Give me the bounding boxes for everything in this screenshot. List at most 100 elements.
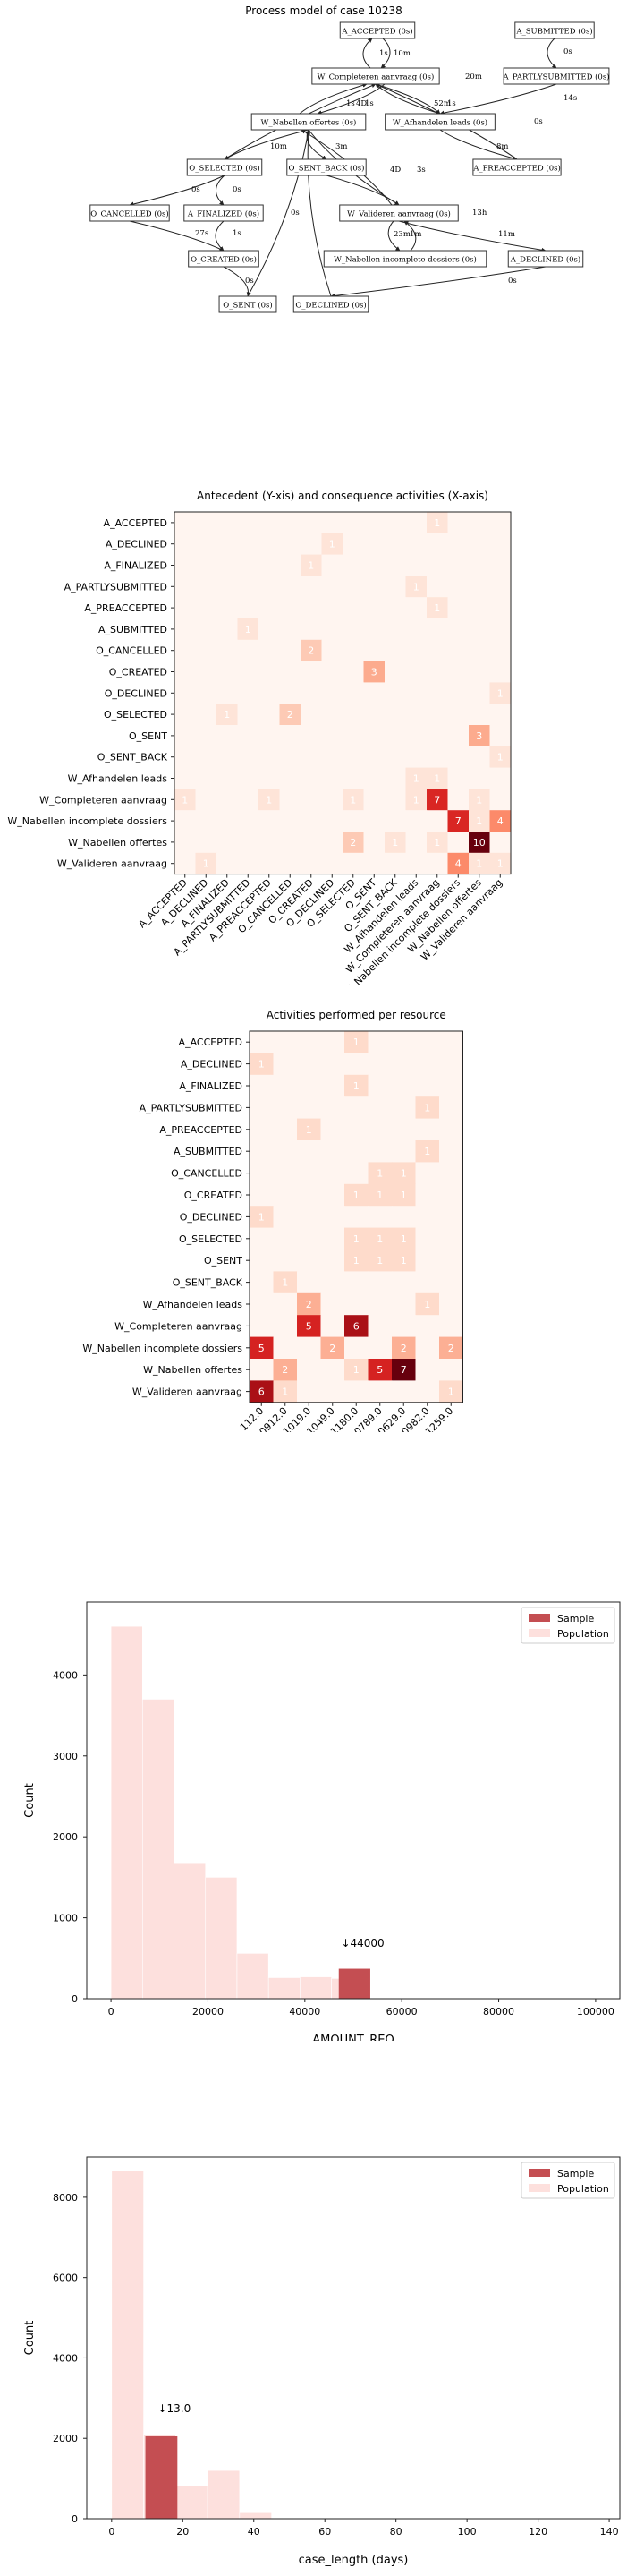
heatmap-cell [174, 618, 196, 641]
node-label: A_PREACCEPTED (0s) [472, 164, 561, 174]
heatmap-cell [320, 1096, 345, 1120]
heatmap-cell [321, 810, 343, 832]
heatmap-value: 1 [401, 1190, 407, 1201]
edge-label: 14s [563, 94, 577, 103]
edge-label: 0s [291, 209, 300, 218]
y-tick-label: O_SENT [204, 1255, 242, 1267]
heatmap-cell [489, 554, 512, 576]
heatmap-value: 4 [497, 815, 504, 827]
heatmap-cell [279, 852, 301, 875]
heatmap-cell [439, 1183, 463, 1207]
heatmap-cell [216, 618, 238, 641]
heatmap-cell [216, 746, 238, 769]
heatmap-cell [344, 1336, 369, 1360]
heatmap-cell [320, 1271, 345, 1294]
heatmap-cell [385, 725, 406, 747]
legend-label-sample: Sample [557, 1613, 594, 1625]
heatmap-cell [273, 1359, 298, 1381]
heatmap-cell [344, 1096, 369, 1120]
node-w-valideren: W_Valideren aanvraag (0s) [339, 204, 459, 222]
edge-label: 3s [417, 166, 426, 175]
heatmap-cell [216, 832, 238, 854]
heatmap-cell [301, 682, 322, 704]
transition-heatmap-panel: Antecedent (Y-xis) and consequence activ… [0, 465, 627, 998]
heatmap-cell [439, 1292, 463, 1316]
edge-label: 0s [191, 185, 200, 194]
y-tick-label: W_Valideren aanvraag [57, 858, 167, 870]
heatmap-cell [258, 746, 280, 769]
heatmap-cell [427, 767, 448, 789]
heatmap-cell [195, 682, 217, 704]
heatmap-cell [405, 576, 428, 598]
heatmap-cell [392, 1227, 416, 1250]
heatmap-cell [368, 1292, 393, 1316]
heatmap-cell [363, 639, 386, 662]
sample-bar [338, 1968, 370, 1999]
heatmap-cell [344, 1183, 369, 1207]
node-label: A_SUBMITTED (0s) [515, 27, 592, 37]
heatmap-value: 1 [203, 858, 209, 870]
edge-label: 10m [394, 49, 411, 58]
heatmap-cell [368, 1096, 393, 1120]
heatmap-cell [174, 704, 196, 726]
heatmap-cell [343, 767, 364, 789]
heatmap-cell [273, 1031, 298, 1053]
x-tick-label: 140 [600, 2526, 619, 2538]
x-tick-label: 20000 [192, 2006, 224, 2017]
heatmap-cell [344, 1206, 369, 1229]
heatmap-cell [363, 767, 386, 789]
edge-w-nabellen-offertes-to-o-selected [224, 129, 309, 160]
heatmap-cell [321, 639, 343, 662]
heatmap-cell [237, 746, 259, 769]
heatmap-cell [489, 767, 512, 789]
heatmap-cell [321, 554, 343, 576]
heatmap-cell [439, 1031, 463, 1053]
heatmap-cell [489, 576, 512, 598]
heatmap-cell [415, 1074, 440, 1097]
heatmap-value: 1 [182, 794, 188, 806]
heatmap-cell [273, 1183, 298, 1207]
heatmap-value: 1 [353, 1190, 360, 1201]
heatmap-cell [321, 704, 343, 726]
y-tick-label: O_CREATED [184, 1190, 242, 1201]
heatmap-cell [405, 789, 428, 811]
heatmap-cell [489, 682, 512, 704]
node-label: W_Valideren aanvraag (0s) [347, 209, 451, 219]
heatmap-cell [343, 639, 364, 662]
heatmap-value: 6 [353, 1320, 360, 1332]
heatmap-value: 1 [377, 1190, 383, 1201]
heatmap-cell [216, 682, 238, 704]
node-label: W_Completeren aanvraag (0s) [318, 73, 435, 82]
heatmap-cell [174, 554, 196, 576]
node-w-nabellen-incomplete: W_Nabellen incomplete dossiers (0s) [323, 250, 487, 268]
heatmap-cell [279, 639, 301, 662]
heatmap-cell [174, 682, 196, 704]
heatmap-cell [489, 597, 512, 619]
heatmap-cell [250, 1359, 274, 1381]
heatmap-cell [392, 1206, 416, 1229]
edge-w-nabellen-offertes-to-w-completeren [299, 82, 368, 115]
legend-label-population: Population [557, 2183, 609, 2195]
heatmap-cell [385, 767, 406, 789]
heatmap-cell [363, 810, 386, 832]
heatmap-cell [385, 682, 406, 704]
y-tick-label: 6000 [53, 2273, 78, 2284]
heatmap-cell [447, 682, 470, 704]
node-w-completeren: W_Completeren aanvraag (0s) [311, 67, 440, 85]
heatmap-cell [250, 1227, 274, 1250]
heatmap-cell [415, 1315, 440, 1338]
heatmap-value: 1 [401, 1168, 407, 1180]
heatmap-cell [195, 554, 217, 576]
edge-w-afhandelen-to-a-preaccepted [439, 129, 518, 161]
heatmap-cell [427, 852, 448, 875]
y-tick-label: W_Afhandelen leads [143, 1299, 243, 1310]
y-tick-label: 8000 [53, 2192, 78, 2204]
heatmap-cell [447, 810, 470, 832]
heatmap-cell [174, 576, 196, 598]
heatmap-cell [195, 533, 217, 556]
population-bar [142, 1699, 174, 2000]
heatmap-value: 1 [497, 858, 504, 870]
heatmap-cell [301, 661, 322, 683]
heatmap-cell [297, 1380, 321, 1403]
edge-label: 27s [195, 229, 208, 238]
